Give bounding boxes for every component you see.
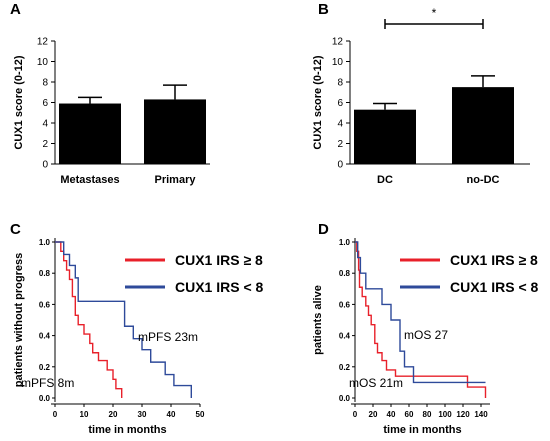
x-tick-label: 40 bbox=[387, 410, 396, 419]
x-tick-label: 120 bbox=[456, 410, 470, 419]
category-label: Metastases bbox=[60, 174, 119, 186]
y-axis-label: patients alive bbox=[312, 285, 324, 355]
x-tick-label: 0 bbox=[353, 410, 358, 419]
y-tick-label: 0.8 bbox=[339, 269, 351, 278]
y-tick-label: 0.2 bbox=[39, 363, 51, 372]
x-tick-label: 20 bbox=[109, 410, 118, 419]
median-annotation: mPFS 23m bbox=[138, 330, 198, 344]
panel-letter: D bbox=[318, 221, 329, 238]
y-tick-label: 0.0 bbox=[339, 394, 351, 403]
median-annotation: mOS 21m bbox=[349, 376, 403, 390]
panel-b: B 0 2 4 6 8 10 12 CUX1 score (0-12) DC no-DC * bbox=[312, 1, 530, 186]
panel-letter: A bbox=[10, 1, 21, 18]
y-tick-label: 12 bbox=[332, 37, 344, 48]
x-tick-label: 60 bbox=[405, 410, 414, 419]
panel-c: C 0.0 0.2 0.4 0.6 0.8 1.0 0 10 20 30 40 50 patients w… bbox=[10, 221, 264, 436]
y-tick-label: 0 bbox=[337, 160, 343, 171]
survival-curve bbox=[355, 241, 487, 398]
x-tick-label: 0 bbox=[53, 410, 58, 419]
y-tick-label: 4 bbox=[42, 119, 48, 130]
category-label: Primary bbox=[155, 174, 197, 186]
y-axis-label: patients without progress bbox=[13, 253, 25, 387]
category-label: no-DC bbox=[467, 174, 500, 186]
y-tick-label: 8 bbox=[337, 78, 343, 89]
median-annotation: mOS 27 bbox=[404, 328, 448, 342]
y-tick-label: 10 bbox=[37, 57, 49, 68]
y-axis-label: CUX1 score (0-12) bbox=[13, 55, 25, 149]
category-label: DC bbox=[377, 174, 393, 186]
y-tick-label: 4 bbox=[337, 119, 343, 130]
bar bbox=[59, 103, 121, 164]
x-tick-label: 80 bbox=[423, 410, 432, 419]
y-tick-label: 2 bbox=[337, 139, 343, 150]
survival-curve bbox=[55, 241, 123, 398]
x-tick-label: 10 bbox=[80, 410, 89, 419]
x-tick-label: 50 bbox=[196, 410, 205, 419]
survival-curve bbox=[355, 241, 486, 384]
x-axis-label: time in months bbox=[88, 424, 166, 436]
legend-label: CUX1 IRS ≥ 8 bbox=[175, 252, 263, 268]
bar bbox=[144, 99, 206, 164]
median-annotation: mPFS 8m bbox=[21, 376, 74, 390]
y-tick-label: 10 bbox=[332, 57, 344, 68]
panel-d: D 0.0 0.2 0.4 0.6 0.8 1.0 0 20 40 60 80 100 120 140 pat… bbox=[312, 221, 539, 436]
panel-letter: B bbox=[318, 1, 329, 18]
y-tick-label: 0.4 bbox=[339, 332, 351, 341]
y-tick-label: 6 bbox=[337, 98, 343, 109]
panel-a: A 0 2 4 6 8 10 12 CUX1 score (0-12) Metastases Pri… bbox=[10, 1, 210, 186]
y-tick-label: 1.0 bbox=[339, 238, 351, 247]
y-tick-label: 0.8 bbox=[39, 269, 51, 278]
bar bbox=[354, 109, 416, 164]
y-tick-label: 0.4 bbox=[39, 332, 51, 341]
y-axis-label: CUX1 score (0-12) bbox=[312, 55, 324, 149]
y-tick-label: 0.6 bbox=[339, 300, 351, 309]
panel-letter: C bbox=[10, 221, 21, 238]
significance-marker: * bbox=[432, 6, 437, 20]
y-tick-label: 8 bbox=[42, 78, 48, 89]
legend-label: CUX1 IRS < 8 bbox=[175, 279, 264, 295]
y-tick-label: 0.6 bbox=[39, 300, 51, 309]
x-tick-label: 20 bbox=[369, 410, 378, 419]
y-tick-label: 12 bbox=[37, 37, 49, 48]
legend-label: CUX1 IRS < 8 bbox=[450, 279, 539, 295]
y-tick-label: 2 bbox=[42, 139, 48, 150]
y-tick-label: 0.0 bbox=[39, 394, 51, 403]
y-tick-label: 1.0 bbox=[39, 238, 51, 247]
x-tick-label: 100 bbox=[438, 410, 452, 419]
x-tick-label: 140 bbox=[474, 410, 488, 419]
x-tick-label: 40 bbox=[167, 410, 176, 419]
y-tick-label: 0.2 bbox=[339, 363, 351, 372]
x-tick-label: 30 bbox=[138, 410, 147, 419]
y-tick-label: 0 bbox=[42, 160, 48, 171]
x-axis-label: time in months bbox=[383, 424, 461, 436]
legend-label: CUX1 IRS ≥ 8 bbox=[450, 252, 538, 268]
y-tick-label: 6 bbox=[42, 98, 48, 109]
bar bbox=[452, 87, 514, 164]
survival-curve bbox=[55, 241, 192, 398]
